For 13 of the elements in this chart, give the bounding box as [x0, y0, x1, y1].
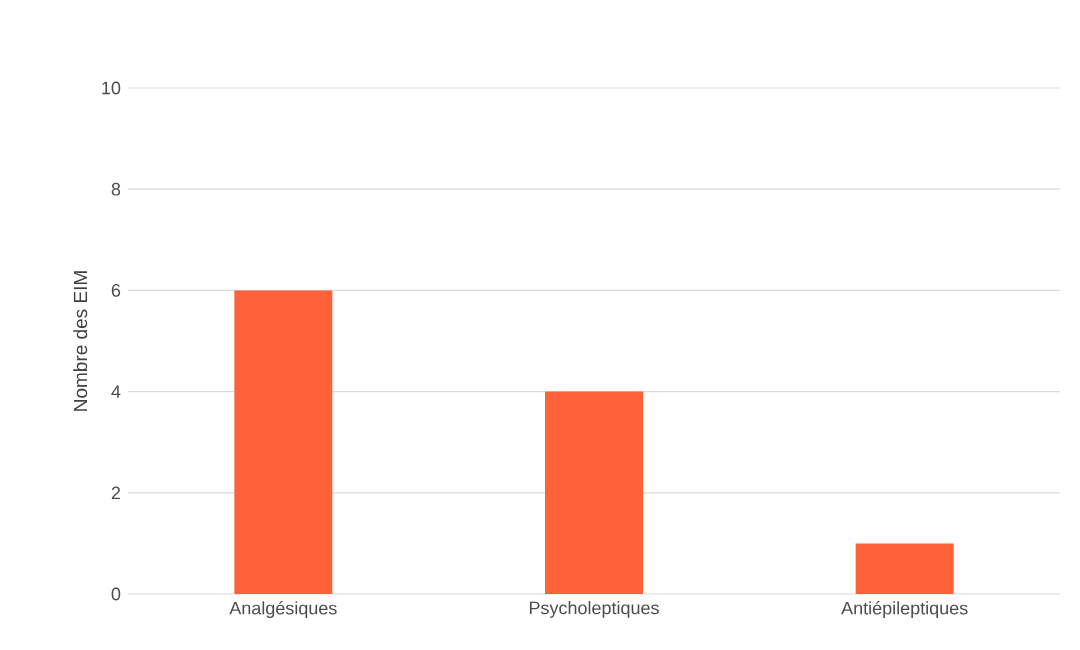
y-tick-label: 10	[102, 81, 121, 95]
y-axis-title: Nombre des EIM	[73, 271, 88, 411]
bar	[234, 290, 333, 594]
x-tick-label: Psycholeptiques	[529, 601, 659, 618]
y-tick-label: 0	[111, 587, 121, 601]
bar	[855, 543, 954, 594]
x-tick-label: Antiépileptiques	[841, 601, 968, 619]
y-tick-label: 8	[111, 182, 121, 196]
y-tick-label: 2	[111, 486, 121, 500]
bar	[545, 391, 644, 594]
y-tick-label: 4	[111, 385, 121, 398]
x-tick-label: Analgésiques	[229, 601, 337, 619]
y-tick-label: 6	[111, 284, 121, 297]
